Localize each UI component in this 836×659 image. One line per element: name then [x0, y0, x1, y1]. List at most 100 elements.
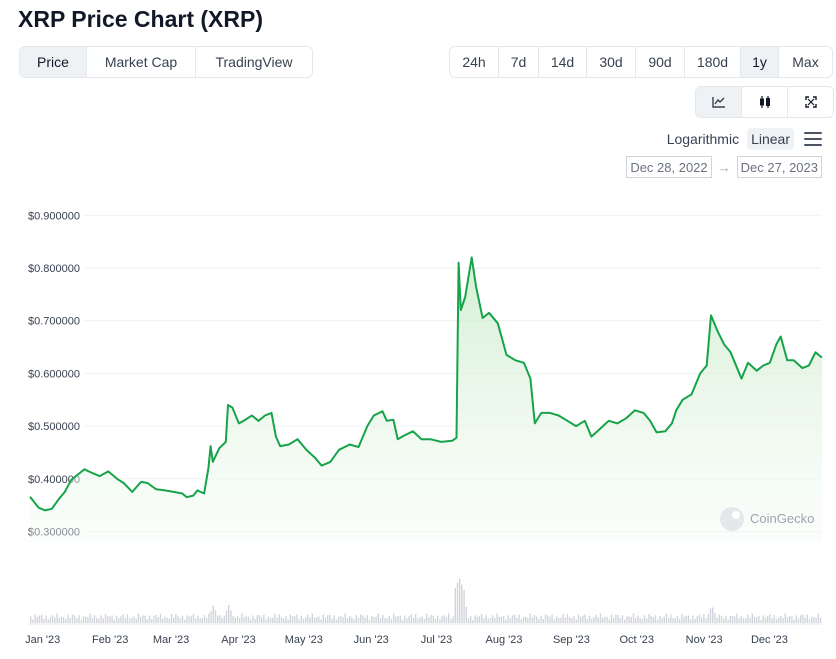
volume-bar	[681, 613, 683, 623]
volume-bar	[619, 618, 621, 623]
volume-bar	[472, 619, 474, 623]
candlestick-button[interactable]	[742, 87, 788, 117]
volume-bar	[617, 615, 619, 623]
volume-bar	[775, 619, 778, 623]
page-title: XRP Price Chart (XRP)	[18, 6, 263, 32]
volume-bar	[175, 614, 177, 623]
volume-bar	[500, 616, 503, 623]
volume-bar	[613, 617, 615, 623]
volume-bar	[635, 617, 637, 623]
volume-bar	[784, 613, 786, 623]
volume-bar	[558, 617, 560, 623]
volume-bar	[712, 607, 714, 623]
volume-bar	[186, 615, 188, 623]
volume-bar	[181, 615, 184, 623]
volume-bar	[278, 614, 280, 623]
volume-bar	[115, 615, 118, 623]
volume-bar	[575, 619, 577, 623]
line-chart-button[interactable]	[696, 87, 742, 117]
range-30d[interactable]: 30d	[587, 47, 636, 77]
volume-bar	[274, 613, 276, 623]
volume-bar	[276, 617, 278, 623]
volume-bar	[302, 618, 305, 623]
volume-bar	[448, 613, 450, 623]
volume-bar	[386, 618, 388, 623]
volume-bar	[329, 614, 331, 623]
price-line[interactable]	[29, 256, 823, 512]
hamburger-menu-icon[interactable]	[804, 132, 822, 146]
volume-bar	[456, 582, 459, 623]
volume-bar	[382, 614, 384, 623]
range-180d[interactable]: 180d	[685, 47, 741, 77]
volume-bar	[815, 618, 817, 623]
volume-bar	[470, 615, 472, 623]
volume-bar	[503, 616, 505, 623]
date-from-input[interactable]: Dec 28, 2022	[626, 156, 712, 178]
volume-bar	[663, 616, 665, 623]
date-to-input[interactable]: Dec 27, 2023	[736, 156, 822, 178]
tab-tradingview[interactable]: TradingView	[196, 47, 312, 77]
range-24h[interactable]: 24h	[450, 47, 499, 77]
x-tick-label: Feb '23	[92, 634, 128, 646]
range-max[interactable]: Max	[779, 47, 832, 77]
volume-bar	[687, 615, 690, 623]
volume-bar	[78, 615, 80, 623]
range-90d[interactable]: 90d	[636, 47, 685, 77]
volume-bar	[595, 614, 597, 623]
range-7d[interactable]: 7d	[499, 47, 539, 77]
volume-bar	[201, 618, 203, 623]
volume-bar	[751, 613, 753, 623]
volume-bar	[395, 616, 397, 623]
scale-linear[interactable]: Linear	[747, 128, 794, 150]
scale-toggle: Logarithmic Linear	[663, 128, 822, 150]
volume-bar	[478, 616, 481, 623]
x-tick-label: May '23	[285, 634, 323, 646]
volume-bar	[599, 613, 602, 623]
range-14d[interactable]: 14d	[539, 47, 587, 77]
volume-bar	[232, 616, 234, 623]
volume-bar	[298, 619, 300, 623]
volume-bar	[615, 614, 617, 623]
volume-bar	[210, 610, 212, 623]
volume-bar	[630, 617, 632, 623]
volume-bar	[404, 615, 406, 623]
tab-market-cap[interactable]: Market Cap	[87, 47, 196, 77]
volume-bar	[311, 613, 313, 623]
volume-bar	[294, 616, 296, 623]
volume-bar	[720, 615, 723, 623]
volume-bar	[701, 617, 703, 623]
volume-bar	[577, 614, 580, 623]
volume-bar	[243, 617, 245, 623]
volume-bar	[643, 615, 646, 623]
volume-bar	[104, 613, 107, 623]
volume-bar	[549, 616, 551, 623]
volume-bar	[725, 615, 727, 623]
volume-bar	[166, 617, 168, 623]
volume-bar	[98, 618, 100, 623]
scale-logarithmic[interactable]: Logarithmic	[666, 131, 740, 147]
volume-bar	[346, 618, 349, 623]
volume-bar	[778, 617, 780, 623]
volume-bar	[324, 617, 327, 623]
volume-bar	[38, 615, 41, 623]
volume-bar	[122, 614, 124, 623]
y-tick-label: $0.500000	[28, 421, 80, 433]
fullscreen-button[interactable]	[788, 87, 833, 117]
volume-bar	[254, 618, 256, 623]
volume-bar	[467, 617, 470, 623]
volume-bar	[199, 618, 201, 623]
volume-bar	[628, 616, 630, 623]
volume-bar	[555, 616, 558, 623]
tab-price[interactable]: Price	[20, 47, 87, 77]
volume-bar	[291, 616, 294, 623]
range-1y[interactable]: 1y	[741, 47, 779, 77]
volume-bar	[544, 614, 547, 623]
volume-bar	[742, 618, 745, 623]
volume-bar	[252, 615, 254, 623]
volume-bar	[230, 610, 232, 623]
volume-bar	[789, 616, 791, 623]
coingecko-logo-icon	[720, 507, 744, 531]
volume-bar	[516, 617, 518, 623]
volume-bar	[397, 616, 399, 623]
